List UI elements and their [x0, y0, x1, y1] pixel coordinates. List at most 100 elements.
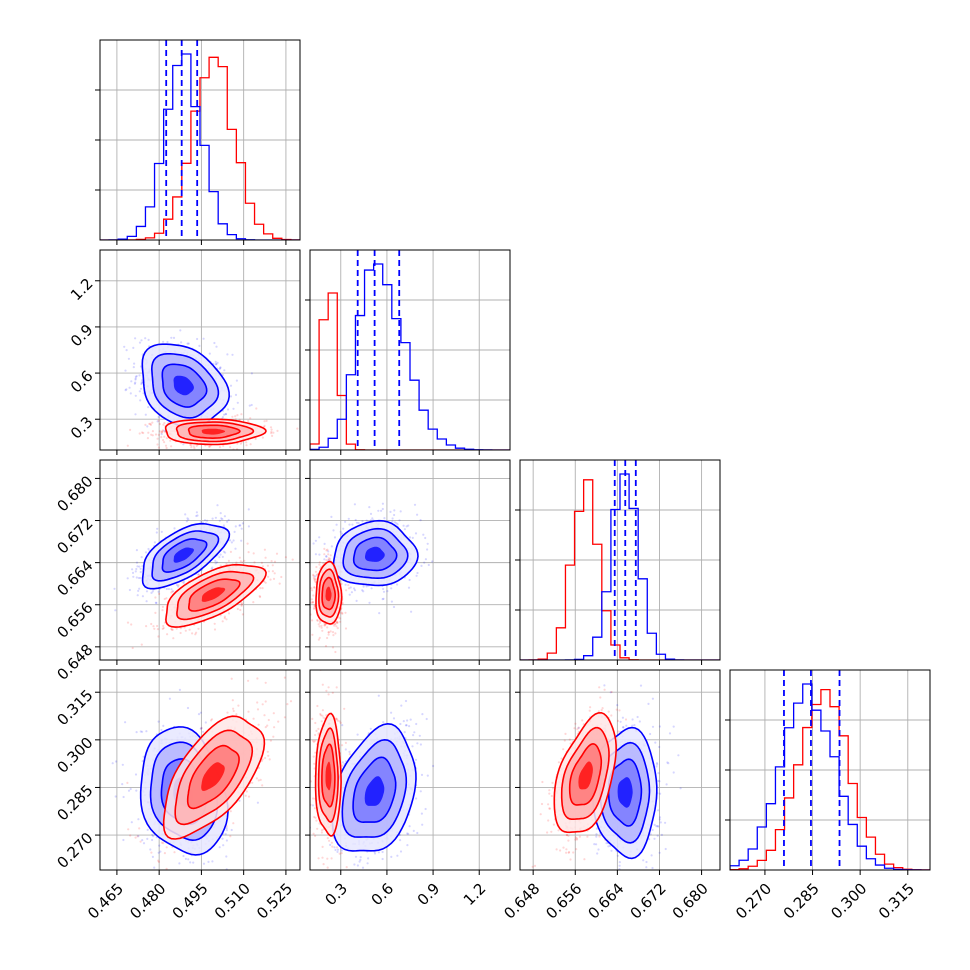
sample-point	[113, 587, 116, 590]
sample-point	[330, 515, 333, 519]
sample-point	[139, 567, 142, 570]
density-fill	[325, 586, 332, 602]
contour-line	[187, 578, 241, 612]
sample-point	[326, 636, 329, 640]
sample-point	[218, 367, 221, 370]
sample-point	[220, 517, 223, 520]
sample-point	[177, 584, 180, 587]
sample-point	[316, 619, 319, 622]
sample-point	[321, 629, 324, 632]
sample-point	[136, 565, 139, 568]
sample-point	[199, 711, 202, 714]
sample-point	[157, 446, 160, 449]
sample-point	[318, 620, 321, 623]
sample-point	[200, 727, 203, 730]
sample-point	[194, 633, 197, 636]
sample-point	[163, 421, 166, 425]
sample-point	[264, 700, 267, 703]
sample-point	[181, 581, 184, 584]
sample-point	[256, 708, 260, 711]
sample-point	[240, 604, 243, 607]
density-fill	[201, 428, 226, 435]
sample-point	[121, 783, 124, 786]
sample-point	[405, 525, 408, 528]
contour-line	[141, 522, 231, 590]
sample-point	[280, 575, 283, 579]
sample-point	[187, 342, 190, 345]
sample-point	[271, 570, 274, 573]
sample-point	[126, 444, 129, 447]
sample-point	[157, 433, 160, 436]
sample-point	[197, 573, 200, 576]
sample-point	[232, 709, 235, 713]
contour-line	[165, 563, 267, 628]
sample-point	[139, 576, 142, 580]
sample-point	[125, 388, 128, 391]
sample-point	[395, 522, 398, 525]
sample-point	[145, 625, 148, 628]
sample-point	[214, 363, 218, 366]
sample-point	[207, 860, 210, 864]
sample-point	[318, 563, 321, 566]
sample-point	[186, 342, 189, 345]
sample-point	[160, 430, 164, 433]
sample-point	[131, 646, 134, 650]
sample-point	[221, 620, 224, 623]
sample-point	[396, 583, 399, 586]
sample-point	[202, 862, 206, 865]
sample-point	[272, 431, 275, 434]
sample-point	[182, 443, 185, 446]
sample-point	[153, 866, 156, 869]
sample-point	[162, 624, 165, 628]
sample-point	[147, 547, 150, 551]
sample-point	[161, 605, 164, 609]
sample-point	[248, 451, 250, 453]
sample-point	[214, 562, 217, 565]
sample-point	[134, 378, 137, 381]
sample-point	[326, 626, 329, 629]
sample-point	[202, 730, 205, 733]
sample-point	[146, 437, 149, 440]
sample-point	[221, 837, 224, 840]
sample-point	[200, 726, 203, 730]
sample-point	[311, 601, 314, 604]
sample-point	[135, 789, 138, 792]
sample-point	[370, 587, 373, 590]
sample-point	[312, 573, 315, 577]
sample-point	[154, 433, 158, 436]
sample-point	[322, 562, 325, 565]
sample-point	[147, 431, 150, 434]
sample-point	[161, 429, 164, 432]
scatter-panel-1-0	[99, 249, 301, 453]
sample-point	[313, 604, 316, 608]
sample-point	[245, 441, 248, 444]
sample-point	[215, 345, 218, 348]
sample-point	[327, 558, 330, 562]
histogram-line	[310, 292, 510, 450]
sample-point	[210, 567, 213, 570]
sample-point	[329, 554, 332, 557]
sample-point	[348, 523, 351, 526]
sample-point	[162, 423, 165, 426]
sample-point	[326, 548, 329, 551]
sample-point	[273, 560, 277, 563]
sample-point	[179, 631, 182, 635]
sample-point	[334, 623, 337, 626]
sample-point	[156, 527, 159, 530]
sample-point	[219, 564, 222, 567]
sample-point	[122, 838, 125, 842]
sample-point	[192, 861, 195, 864]
sample-point	[147, 406, 150, 409]
sample-point	[162, 842, 165, 845]
sample-point	[234, 418, 237, 421]
sample-point	[414, 532, 418, 535]
sample-point	[318, 536, 321, 539]
scatter-panel-2-0	[99, 459, 301, 661]
sample-point	[241, 522, 244, 525]
sample-point	[333, 536, 337, 539]
sample-point	[247, 419, 250, 422]
sample-point	[225, 855, 228, 858]
sample-point	[355, 599, 358, 603]
sample-point	[264, 681, 267, 684]
sample-point	[333, 624, 336, 627]
